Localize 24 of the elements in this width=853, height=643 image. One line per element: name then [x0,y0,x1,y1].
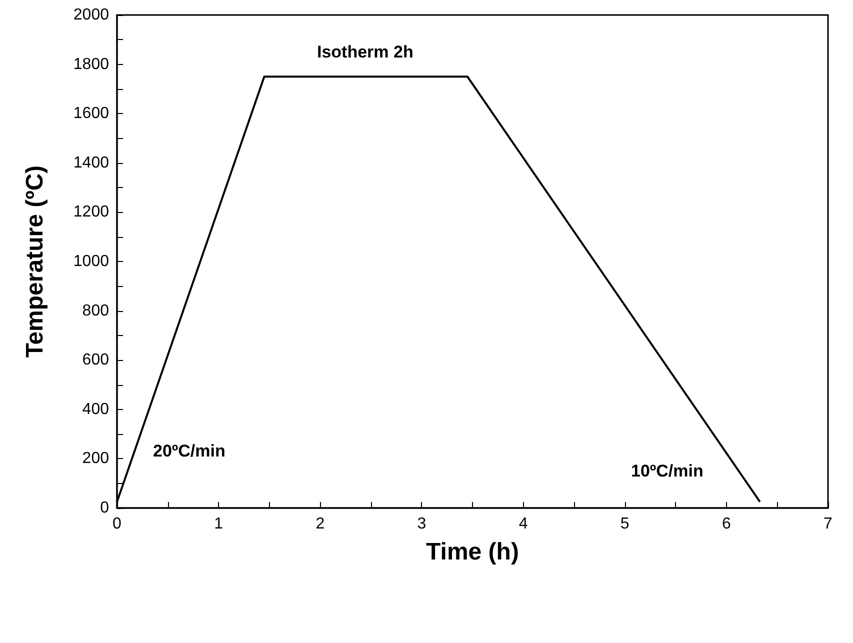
x-tick-label: 5 [620,516,630,532]
x-tick-label: 6 [722,516,731,532]
annotation: 10ºC/min [631,462,704,480]
x-tick-label: 4 [518,516,528,532]
y-tick-label: 1600 [73,105,110,122]
y-axis-title: Temperature (ºC) [22,165,48,358]
x-tick-label: 3 [417,516,426,532]
y-tick-label: 0 [100,500,110,516]
y-tick-label: 600 [82,352,110,369]
y-tick-label: 1200 [73,204,110,221]
y-tick-label: 200 [82,450,110,468]
annotation: 20ºC/min [153,442,226,460]
x-axis-title: Time (h) [426,538,519,566]
annotation: Isotherm 2h [317,42,414,62]
y-tick-label: 1800 [73,56,110,73]
x-tick-label: 7 [824,516,833,532]
y-tick-label: 1000 [73,253,110,270]
y-tick-label: 1400 [73,154,110,172]
y-tick-label: 2000 [73,6,110,24]
y-tick-label: 800 [82,302,110,320]
y-tick-label: 400 [82,400,110,418]
x-tick-label: 0 [112,516,122,532]
x-tick-label: 1 [214,516,224,532]
x-tick-label: 2 [316,516,325,532]
